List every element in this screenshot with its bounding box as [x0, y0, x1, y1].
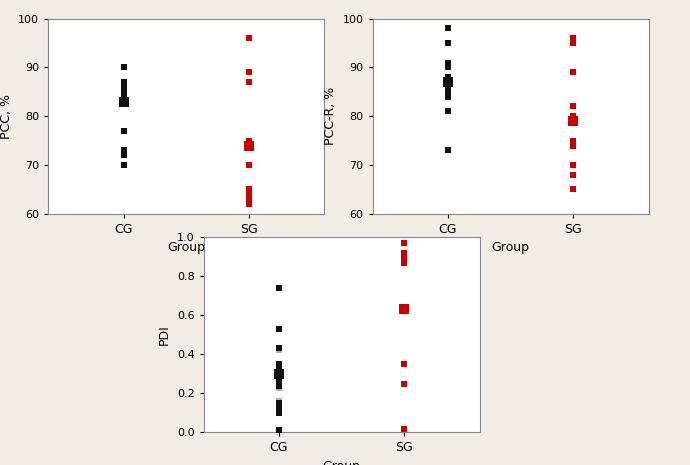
Point: [244, 142, 255, 149]
Y-axis label: PDI: PDI: [158, 325, 171, 345]
Point: [118, 98, 129, 106]
Point: [442, 83, 453, 91]
Point: [273, 399, 284, 407]
Point: [442, 78, 453, 86]
Point: [118, 146, 129, 154]
Point: [118, 83, 129, 91]
Point: [118, 78, 129, 86]
Point: [273, 360, 284, 368]
Point: [244, 68, 255, 76]
Point: [442, 59, 453, 66]
Point: [442, 78, 453, 86]
Point: [244, 34, 255, 42]
Point: [273, 376, 284, 384]
Point: [273, 401, 284, 409]
Point: [568, 161, 579, 169]
Point: [118, 152, 129, 159]
Point: [568, 68, 579, 76]
Point: [273, 366, 284, 374]
X-axis label: Group: Group: [322, 460, 361, 465]
Point: [568, 186, 579, 193]
Point: [442, 25, 453, 32]
Point: [244, 186, 255, 193]
Point: [399, 249, 410, 257]
Point: [399, 360, 410, 368]
Point: [273, 409, 284, 417]
Y-axis label: PCC-R, %: PCC-R, %: [324, 87, 337, 146]
Point: [118, 64, 129, 71]
Point: [399, 257, 410, 264]
Point: [568, 137, 579, 144]
Point: [273, 370, 284, 378]
X-axis label: Group: Group: [491, 241, 530, 254]
Point: [273, 366, 284, 374]
Point: [442, 40, 453, 47]
Point: [273, 405, 284, 413]
Point: [273, 427, 284, 434]
Point: [442, 93, 453, 100]
Point: [442, 108, 453, 115]
Point: [118, 161, 129, 169]
Point: [568, 118, 579, 125]
Point: [568, 171, 579, 179]
Point: [273, 347, 284, 354]
Point: [118, 93, 129, 100]
Point: [118, 88, 129, 95]
Point: [273, 409, 284, 417]
Point: [273, 382, 284, 389]
Point: [568, 118, 579, 125]
Point: [273, 325, 284, 332]
Point: [399, 253, 410, 260]
Point: [399, 239, 410, 247]
Point: [244, 191, 255, 198]
Point: [399, 306, 410, 313]
Point: [273, 364, 284, 372]
Point: [568, 113, 579, 120]
Point: [442, 73, 453, 81]
Point: [118, 127, 129, 135]
Point: [273, 398, 284, 405]
X-axis label: Group: Group: [167, 241, 206, 254]
Point: [273, 409, 284, 417]
Point: [568, 34, 579, 42]
Point: [244, 161, 255, 169]
Point: [568, 103, 579, 110]
Point: [118, 98, 129, 106]
Point: [442, 64, 453, 71]
Point: [273, 374, 284, 381]
Point: [273, 384, 284, 391]
Point: [118, 64, 129, 71]
Point: [273, 372, 284, 379]
Point: [118, 98, 129, 106]
Point: [244, 78, 255, 86]
Point: [568, 118, 579, 125]
Point: [273, 380, 284, 387]
Point: [244, 137, 255, 144]
Point: [442, 88, 453, 95]
Point: [244, 195, 255, 203]
Point: [568, 142, 579, 149]
Point: [244, 195, 255, 203]
Point: [399, 306, 410, 313]
Point: [273, 372, 284, 379]
Point: [273, 405, 284, 413]
Point: [273, 407, 284, 415]
Point: [442, 78, 453, 86]
Point: [399, 259, 410, 266]
Point: [273, 368, 284, 376]
Point: [273, 284, 284, 292]
Point: [568, 40, 579, 47]
Point: [118, 161, 129, 169]
Point: [118, 98, 129, 106]
Point: [273, 382, 284, 389]
Y-axis label: PCC, %: PCC, %: [0, 94, 12, 139]
Point: [399, 380, 410, 387]
Point: [273, 345, 284, 352]
Point: [244, 200, 255, 208]
Point: [442, 146, 453, 154]
Point: [273, 370, 284, 378]
Point: [244, 142, 255, 149]
Point: [399, 425, 410, 432]
Point: [273, 427, 284, 434]
